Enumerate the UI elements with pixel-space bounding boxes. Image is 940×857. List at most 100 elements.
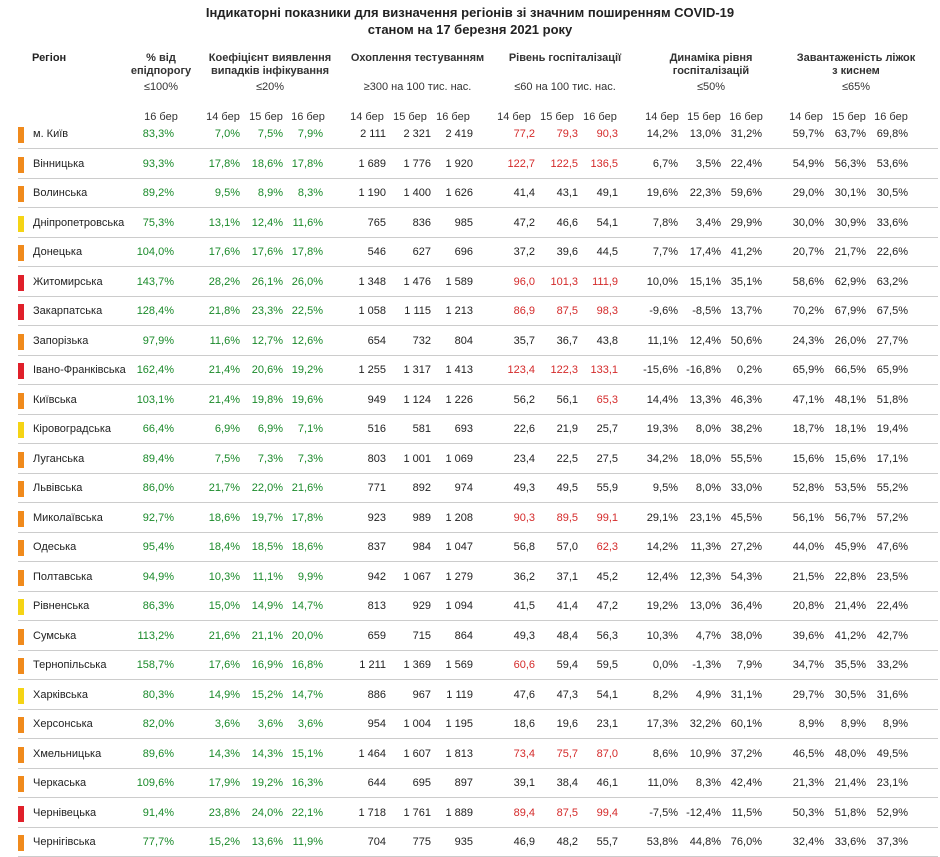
oxygen-bed-load-value: 67,5% [876, 305, 908, 317]
epid-threshold-value: 97,9% [142, 334, 174, 347]
oxygen-bed-load-value: 69,8% [876, 128, 908, 140]
hospitalization-dynamics-value: 19,6% [646, 187, 678, 199]
oxygen-bed-load-value: 20,8% [792, 600, 824, 612]
risk-level-marker [18, 805, 24, 822]
testing-coverage-value: 813 [367, 600, 386, 612]
epid-threshold-value: 86,3% [142, 600, 174, 612]
hospitalization-dynamics-value: 27,2% [730, 541, 762, 553]
table-row: Вінницька 93,3% 17,8% 18,6% 17,8% 1 689 1 776 1… [18, 152, 938, 179]
oxygen-bed-load-value: 55,2% [876, 482, 908, 494]
oxygen-bed-load-value: 62,9% [834, 275, 866, 288]
table-row: Кіровоградська 66,4% 6,9% 6,9% 7,1% 516 581 693… [18, 417, 938, 444]
column-header-testing: Охоплення тестуванням ≥300 на 100 тис. н… [345, 52, 490, 94]
hospitalization-value: 49,3 [513, 629, 535, 642]
hospitalization-dynamics-value: 12,3% [689, 570, 721, 583]
hospitalization-value: 59,5 [596, 659, 618, 671]
testing-coverage-value: 695 [412, 777, 431, 789]
region-name: Київська [33, 393, 77, 406]
testing-coverage-value: 1 413 [445, 364, 473, 376]
testing-coverage-value: 935 [454, 836, 473, 848]
risk-level-marker [18, 776, 24, 792]
region-name: Івано-Франківська [33, 364, 126, 376]
epid-threshold-value: 158,7% [136, 659, 174, 671]
hospitalization-dynamics-value: 12,4% [646, 570, 678, 583]
detection-coef-value: 17,8% [291, 246, 323, 258]
testing-coverage-value: 837 [367, 541, 386, 553]
hospitalization-value: 133,1 [590, 364, 618, 376]
hospitalization-value: 136,5 [590, 157, 618, 170]
oxygen-bed-load-value: 22,6% [876, 246, 908, 258]
hospitalization-dynamics-value: 22,4% [730, 157, 762, 170]
detection-coef-value: 10,3% [208, 570, 240, 583]
hospitalization-value: 56,3 [596, 629, 618, 642]
testing-coverage-value: 1 211 [359, 659, 386, 671]
oxygen-bed-load-value: 42,7% [876, 629, 908, 642]
testing-coverage-value: 1 761 [403, 806, 431, 819]
hospitalization-dynamics-value: 13,0% [689, 600, 721, 612]
detection-coef-value: 11,1% [252, 570, 283, 583]
hospitalization-dynamics-value: 11,5% [731, 806, 762, 819]
hospitalization-value: 111,9 [592, 275, 618, 288]
oxygen-bed-load-value: 53,6% [876, 157, 908, 170]
hospitalization-value: 44,5 [596, 246, 618, 258]
hospitalization-dynamics-value: 10,9% [689, 747, 721, 760]
oxygen-bed-load-value: 24,3% [792, 334, 824, 347]
epid-threshold-value: 94,9% [142, 570, 174, 583]
testing-coverage-value: 929 [412, 600, 431, 612]
region-name: Сумська [33, 629, 77, 642]
risk-level-marker [18, 186, 24, 202]
testing-coverage-value: 949 [367, 393, 386, 406]
hospitalization-dynamics-value: 13,7% [730, 305, 762, 317]
testing-coverage-value: 2 111 [360, 128, 386, 140]
hospitalization-dynamics-value: 14,2% [646, 541, 678, 553]
hospitalization-dynamics-value: 11,3% [690, 541, 721, 553]
date-header-hosp-14: 14 бер [497, 111, 531, 123]
hospitalization-dynamics-value: -16,8% [686, 364, 721, 376]
detection-coef-value: 6,9% [257, 423, 283, 435]
testing-coverage-value: 985 [454, 216, 473, 229]
hospitalization-dynamics-value: -7,5% [649, 806, 678, 819]
oxygen-bed-load-value: 57,2% [876, 511, 908, 524]
hospitalization-value: 49,5 [556, 482, 578, 494]
hospitalization-value: 43,1 [556, 187, 578, 199]
table-row: Тернопільська 158,7% 17,6% 16,9% 16,8% 1 211 1… [18, 653, 938, 680]
risk-level-marker [18, 628, 24, 645]
column-header-testing-threshold: ≥300 на 100 тис. нас. [363, 81, 472, 93]
hospitalization-dynamics-value: 18,0% [689, 452, 721, 465]
oxygen-bed-load-value: 39,6% [792, 629, 824, 642]
oxygen-bed-load-value: 65,9% [792, 364, 824, 376]
column-header-dyn: Динаміка рівня госпіталізацій ≤50% [655, 52, 767, 94]
hospitalization-value: 35,7 [513, 334, 535, 347]
hospitalization-value: 39,1 [513, 777, 535, 789]
hospitalization-value: 43,8 [596, 334, 618, 347]
hospitalization-dynamics-value: 13,0% [689, 128, 721, 140]
table-row: Донецька 104,0% 17,6% 17,6% 17,8% 546 627 696 37… [18, 240, 938, 267]
oxygen-bed-load-value: 22,4% [876, 600, 908, 612]
oxygen-bed-load-value: 54,9% [792, 157, 824, 170]
detection-coef-value: 15,1% [291, 747, 323, 760]
hospitalization-dynamics-value: 44,8% [689, 836, 721, 848]
hospitalization-value: 48,2 [556, 836, 578, 848]
column-header-epid-threshold: ≤100% [143, 81, 179, 93]
table-row: Херсонська 82,0% 3,6% 3,6% 3,6% 954 1 004 1 195… [18, 712, 938, 739]
testing-coverage-value: 1 920 [445, 157, 473, 170]
hospitalization-dynamics-value: 17,4% [689, 246, 721, 258]
detection-coef-value: 28,2% [208, 275, 240, 288]
testing-coverage-value: 1 115 [404, 305, 431, 317]
testing-coverage-value: 1 213 [445, 305, 473, 317]
hospitalization-value: 49,1 [596, 187, 618, 199]
testing-coverage-value: 715 [412, 629, 431, 642]
detection-coef-value: 12,4% [251, 216, 283, 229]
testing-coverage-value: 627 [412, 246, 431, 258]
hospitalization-value: 87,5 [556, 305, 578, 317]
hospitalization-dynamics-value: 14,4% [646, 393, 678, 406]
hospitalization-dynamics-value: 29,1% [646, 511, 678, 524]
region-name: Херсонська [33, 718, 93, 730]
date-header-test-16: 16 бер [436, 111, 470, 123]
hospitalization-dynamics-value: 50,6% [730, 334, 762, 347]
hospitalization-dynamics-value: 29,9% [730, 216, 762, 229]
column-header-dyn-title: Динаміка рівня госпіталізацій [669, 52, 753, 77]
column-header-hosp-threshold: ≤60 на 100 тис. нас. [514, 81, 616, 93]
detection-coef-value: 14,7% [291, 688, 323, 701]
hospitalization-value: 79,3 [556, 128, 578, 140]
